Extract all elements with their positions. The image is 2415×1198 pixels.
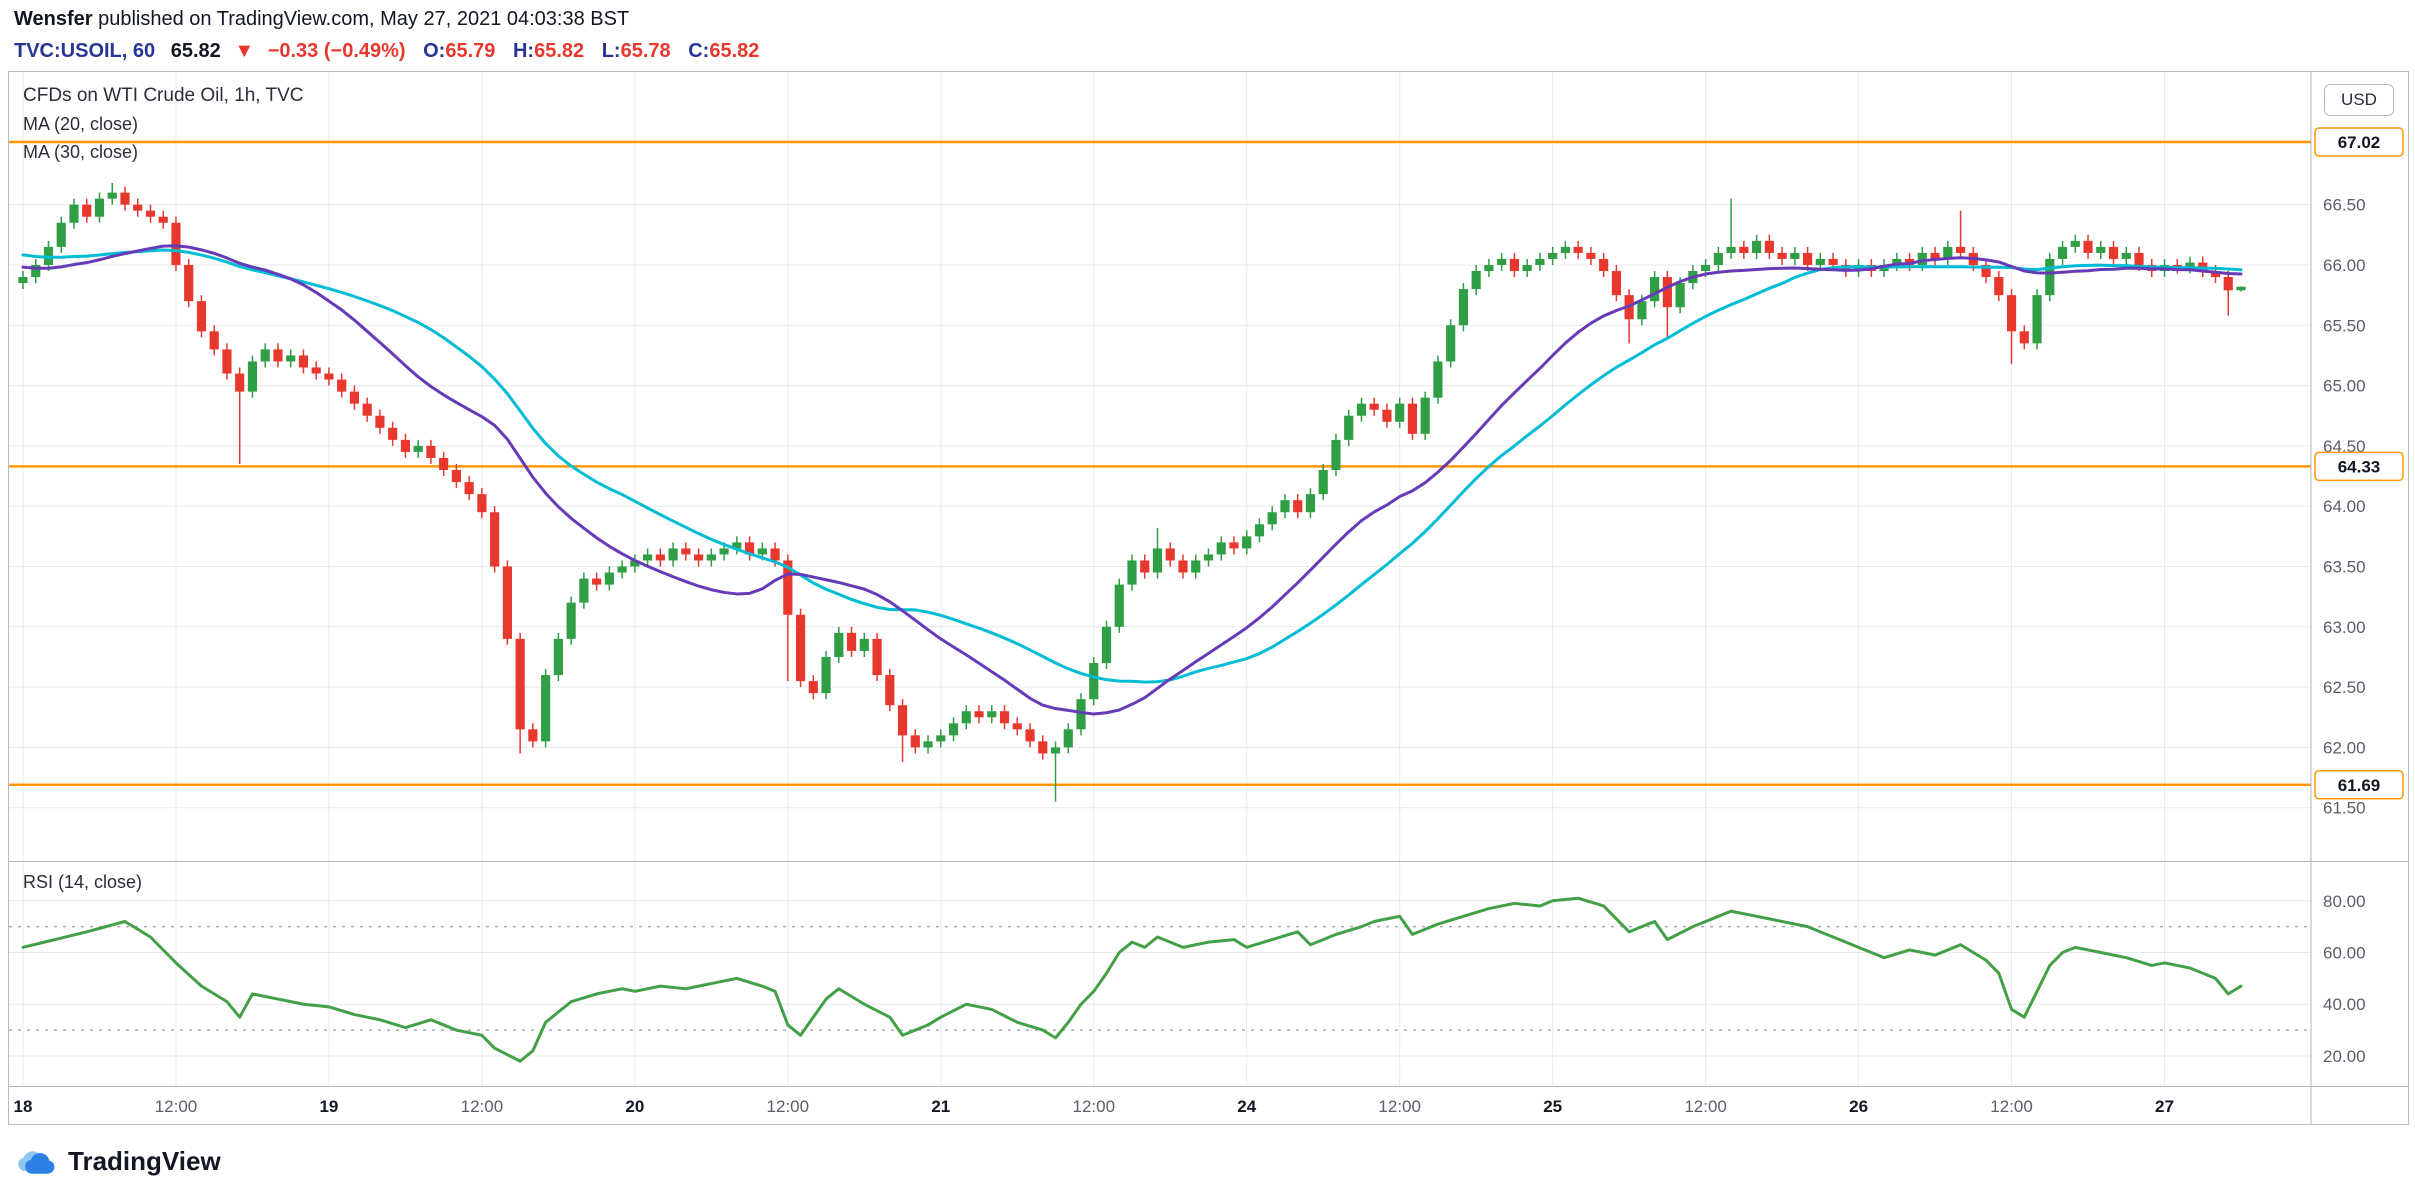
rsi-legend[interactable]: RSI (14, close) xyxy=(23,872,143,892)
svg-text:12:00: 12:00 xyxy=(1684,1097,1727,1116)
svg-text:12:00: 12:00 xyxy=(1378,1097,1421,1116)
svg-text:66.50: 66.50 xyxy=(2323,196,2366,215)
author-name: Wensfer xyxy=(14,8,93,30)
high-value: 65.82 xyxy=(534,40,585,62)
svg-text:63.00: 63.00 xyxy=(2323,618,2366,637)
publish-line: Wensfer published on TradingView.com, Ma… xyxy=(14,8,629,31)
svg-text:60.00: 60.00 xyxy=(2323,944,2366,963)
svg-text:21: 21 xyxy=(931,1097,950,1116)
svg-text:24: 24 xyxy=(1237,1097,1256,1116)
low-label: L: xyxy=(601,40,621,62)
price-pane[interactable]: 66.50 66.00 65.50 65.00 64.50 64.00 63.50 63.00… xyxy=(9,72,2408,862)
ma30-legend[interactable]: MA (30, close) xyxy=(23,142,139,162)
svg-text:12:00: 12:00 xyxy=(767,1097,810,1116)
high-label: H: xyxy=(512,40,535,62)
close-value: 65.82 xyxy=(709,40,760,62)
svg-text:19: 19 xyxy=(319,1097,338,1116)
svg-text:12:00: 12:00 xyxy=(1072,1097,1115,1116)
symbol-quote-line: TVC:USOIL, 60 65.82 ▼ −0.33 (−0.49%) O:6… xyxy=(14,40,759,63)
svg-text:18: 18 xyxy=(14,1097,33,1116)
svg-text:62.50: 62.50 xyxy=(2323,678,2366,697)
svg-text:12:00: 12:00 xyxy=(1990,1097,2033,1116)
svg-text:12:00: 12:00 xyxy=(155,1097,198,1116)
footer: TradingView xyxy=(0,1125,2415,1198)
open-label: O: xyxy=(423,40,446,62)
symbol-interval: TVC:USOIL, 60 xyxy=(14,40,156,62)
currency-toggle-button[interactable]: USD xyxy=(2324,84,2394,116)
chart-legend: CFDs on WTI Crude Oil, 1h, TVC MA (20, c… xyxy=(23,82,304,166)
svg-text:64.50: 64.50 xyxy=(2323,437,2366,456)
low-value: 65.78 xyxy=(620,40,671,62)
svg-text:67.02: 67.02 xyxy=(2338,133,2381,152)
svg-text:63.50: 63.50 xyxy=(2323,558,2366,577)
price-change: −0.33 (−0.49%) xyxy=(267,40,406,62)
svg-text:12:00: 12:00 xyxy=(461,1097,504,1116)
rsi-pane[interactable]: 80.00 60.00 40.00 20.00 xyxy=(9,862,2408,1087)
time-axis[interactable]: 18 12:00 19 12:00 20 12:00 21 12:00 24 12:00 25 12:… xyxy=(9,1087,2408,1124)
ma20-legend[interactable]: MA (20, close) xyxy=(23,114,139,134)
svg-text:62.00: 62.00 xyxy=(2323,738,2366,757)
svg-text:20: 20 xyxy=(625,1097,644,1116)
svg-text:65.50: 65.50 xyxy=(2323,316,2366,335)
open-value: 65.79 xyxy=(445,40,496,62)
svg-text:25: 25 xyxy=(1543,1097,1562,1116)
svg-text:80.00: 80.00 xyxy=(2323,892,2366,911)
svg-text:61.69: 61.69 xyxy=(2338,776,2381,795)
svg-text:61.50: 61.50 xyxy=(2323,799,2366,818)
tradingview-logo[interactable]: TradingView xyxy=(14,1146,221,1178)
svg-text:64.00: 64.00 xyxy=(2323,497,2366,516)
svg-text:66.00: 66.00 xyxy=(2323,256,2366,275)
svg-text:27: 27 xyxy=(2155,1097,2174,1116)
chart-title[interactable]: CFDs on WTI Crude Oil, 1h, TVC xyxy=(23,85,304,106)
brand-name: TradingView xyxy=(68,1146,221,1176)
down-arrow-icon: ▼ xyxy=(234,40,255,62)
svg-text:20.00: 20.00 xyxy=(2323,1047,2366,1066)
svg-text:65.00: 65.00 xyxy=(2323,377,2366,396)
chart-area[interactable]: 66.50 66.00 65.50 65.00 64.50 64.00 63.50 63.00… xyxy=(8,71,2409,1125)
published-text: published on TradingView.com, May 27, 20… xyxy=(92,8,630,30)
cloud-icon xyxy=(18,1150,55,1174)
last-price: 65.82 xyxy=(170,40,221,62)
svg-text:40.00: 40.00 xyxy=(2323,995,2366,1014)
close-label: C: xyxy=(688,40,710,62)
svg-text:26: 26 xyxy=(1849,1097,1868,1116)
svg-text:64.33: 64.33 xyxy=(2338,457,2381,476)
